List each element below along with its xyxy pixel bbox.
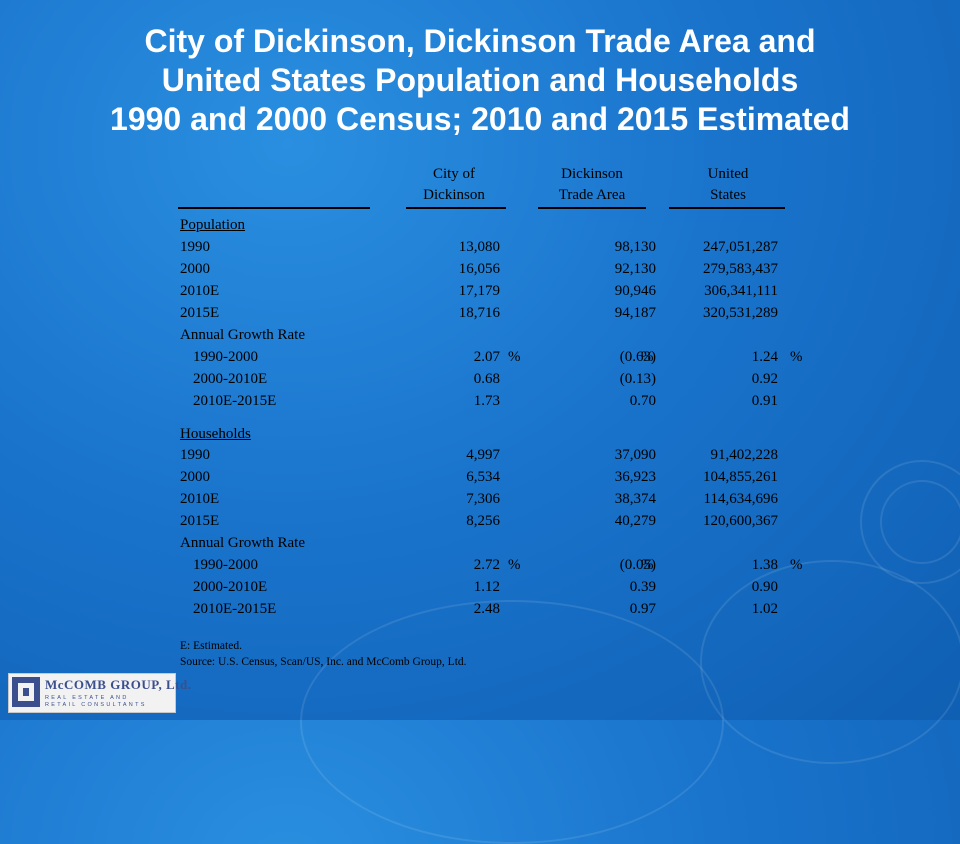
section-heading-households: Households (180, 426, 251, 442)
table-row: 2000 16,056 92,130 279,583,437 (180, 261, 778, 277)
table-row: 2010E 7,306 38,374 114,634,696 (180, 491, 778, 507)
table-row: 2010E-2015E 1.73 0.70 0.91 (193, 393, 778, 409)
logo-mark-icon (12, 677, 40, 707)
growth-rate-heading: Annual Growth Rate (180, 327, 305, 343)
header-underline (669, 207, 785, 209)
footnote-estimated: E: Estimated. (180, 640, 242, 652)
footnote-source: Source: U.S. Census, Scan/US, Inc. and M… (180, 656, 467, 668)
table-row: 1990 13,080 98,130 247,051,287 (180, 239, 778, 255)
table-row: 2000-2010E 0.68 (0.13) 0.92 (193, 371, 778, 387)
column-header-united-states: United States (707, 166, 749, 203)
logo-tagline: REAL ESTATE AND RETAIL CONSULTANTS (45, 695, 147, 708)
logo-name: McCOMB GROUP, Ltd. (45, 677, 192, 692)
table-row: 2010E 17,179 90,946 306,341,111 (180, 283, 778, 299)
table-row: 2010E-2015E 2.48 0.97 1.02 (193, 601, 778, 617)
title-line-1: City of Dickinson, Dickinson Trade Area … (144, 23, 816, 59)
column-header-trade-area: Dickinson Trade Area (558, 166, 626, 203)
section-heading-population: Population (180, 217, 246, 233)
slide-title: City of Dickinson, Dickinson Trade Area … (0, 22, 960, 139)
header-underline (406, 207, 506, 209)
header-underline (178, 207, 370, 209)
table-row: 1990-2000 2.72 % (0.05) % 1.38 % (193, 557, 803, 573)
table-row: 2000-2010E 1.12 0.39 0.90 (193, 579, 778, 595)
mccomb-group-logo: McCOMB GROUP, Ltd. REAL ESTATE AND RETAI… (8, 673, 191, 713)
ripple-decoration (300, 600, 724, 844)
table-row: 2015E 8,256 40,279 120,600,367 (180, 513, 778, 529)
column-header-city: City of Dickinson (423, 166, 485, 203)
title-line-3: 1990 and 2000 Census; 2010 and 2015 Esti… (110, 101, 850, 137)
table-row: 2015E 18,716 94,187 320,531,289 (180, 305, 778, 321)
table-row: 2000 6,534 36,923 104,855,261 (180, 469, 778, 485)
growth-rate-heading: Annual Growth Rate (180, 535, 305, 551)
header-underline (538, 207, 646, 209)
title-line-2: United States Population and Households (161, 62, 799, 98)
table-row: 1990 4,997 37,090 91,402,228 (180, 447, 778, 463)
table-row: 1990-2000 2.07 % (0.63) % 1.24 % (193, 349, 803, 365)
